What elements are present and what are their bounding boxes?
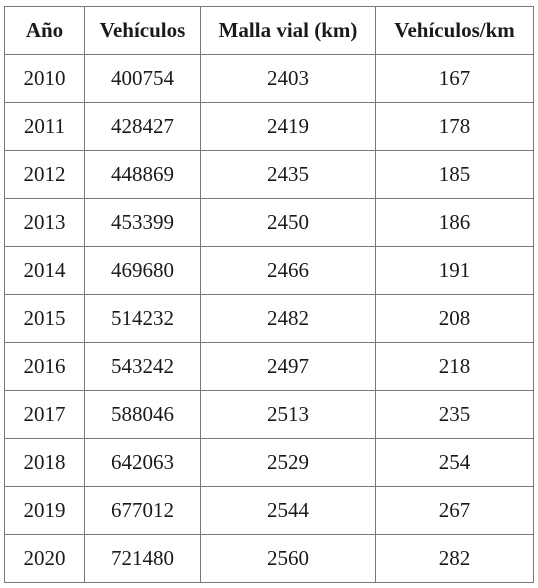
table-cell: 721480	[84, 534, 201, 583]
table-cell: 400754	[84, 54, 201, 103]
table-cell: 178	[375, 102, 534, 151]
table-cell: 448869	[84, 150, 201, 199]
table-cell: 2419	[200, 102, 376, 151]
table-cell: 453399	[84, 198, 201, 247]
table-cell: 254	[375, 438, 534, 487]
table-body: 2010 400754 2403 167 2011 428427 2419 178 2012 44…	[4, 54, 534, 583]
table-row: 2018 642063 2529 254	[4, 438, 534, 487]
table-cell: 2010	[4, 54, 85, 103]
table-row: 2020 721480 2560 282	[4, 534, 534, 583]
table-cell: 2018	[4, 438, 85, 487]
table-row: 2010 400754 2403 167	[4, 54, 534, 103]
table-cell: 235	[375, 390, 534, 439]
table-cell: 2403	[200, 54, 376, 103]
table-cell: 543242	[84, 342, 201, 391]
data-table: Año Vehículos Malla vial (km) Vehículos/km …	[4, 6, 534, 583]
table-cell: 218	[375, 342, 534, 391]
header-cell: Malla vial (km)	[200, 6, 376, 55]
table-cell: 2435	[200, 150, 376, 199]
table-cell: 2466	[200, 246, 376, 295]
table-cell: 677012	[84, 486, 201, 535]
table-cell: 588046	[84, 390, 201, 439]
table-cell: 2014	[4, 246, 85, 295]
table-cell: 2450	[200, 198, 376, 247]
header-cell: Vehículos/km	[375, 6, 534, 55]
table-row: 2019 677012 2544 267	[4, 486, 534, 535]
table-cell: 2016	[4, 342, 85, 391]
table-cell: 2020	[4, 534, 85, 583]
table-cell: 469680	[84, 246, 201, 295]
table-cell: 428427	[84, 102, 201, 151]
table-cell: 514232	[84, 294, 201, 343]
table-row: 2016 543242 2497 218	[4, 342, 534, 391]
table-row: 2014 469680 2466 191	[4, 246, 534, 295]
table-cell: 191	[375, 246, 534, 295]
table-cell: 2544	[200, 486, 376, 535]
table-cell: 167	[375, 54, 534, 103]
table-cell: 186	[375, 198, 534, 247]
table-row: 2012 448869 2435 185	[4, 150, 534, 199]
header-cell: Vehículos	[84, 6, 201, 55]
header-row: Año Vehículos Malla vial (km) Vehículos/km	[4, 6, 534, 55]
table-cell: 2529	[200, 438, 376, 487]
table-cell: 2497	[200, 342, 376, 391]
table-row: 2013 453399 2450 186	[4, 198, 534, 247]
table-cell: 2017	[4, 390, 85, 439]
table-cell: 2012	[4, 150, 85, 199]
table-cell: 282	[375, 534, 534, 583]
table-cell: 2013	[4, 198, 85, 247]
table-cell: 2482	[200, 294, 376, 343]
table-row: 2017 588046 2513 235	[4, 390, 534, 439]
table-cell: 2513	[200, 390, 376, 439]
table-cell: 185	[375, 150, 534, 199]
table-row: 2011 428427 2419 178	[4, 102, 534, 151]
header-cell: Año	[4, 6, 85, 55]
table-row: 2015 514232 2482 208	[4, 294, 534, 343]
table-cell: 2015	[4, 294, 85, 343]
table-cell: 2560	[200, 534, 376, 583]
table-cell: 2011	[4, 102, 85, 151]
table-cell: 2019	[4, 486, 85, 535]
table-cell: 267	[375, 486, 534, 535]
table-cell: 642063	[84, 438, 201, 487]
table-cell: 208	[375, 294, 534, 343]
